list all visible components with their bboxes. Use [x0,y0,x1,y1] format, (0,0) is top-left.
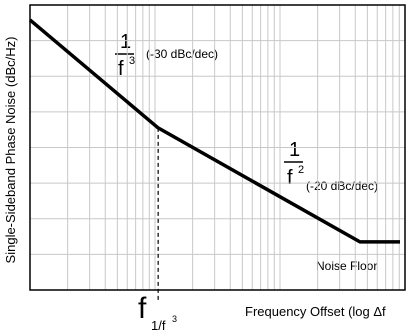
plot-area [28,4,406,300]
plot-border [29,4,406,291]
annotation: 1/f [151,318,166,333]
annotation: Noise Floor [316,259,377,273]
annotation: 3 [129,55,135,67]
annotation: 1 [120,31,131,53]
annotation: 3 [172,314,177,324]
y-axis-label: Single-Sideband Phase Noise (dBc/Hz) [3,37,18,264]
annotation: f [118,58,124,80]
x-axis-label: Frequency Offset (log Δf [245,304,386,319]
line-series [28,18,400,244]
annotation: (-30 dBc/dec) [146,47,218,61]
annotation: 2 [298,164,304,176]
annotation: f [287,167,293,189]
annotation: f [138,292,147,325]
annotation: (-20 dBc/dec) [306,179,378,193]
annotation: 1 [289,139,300,161]
